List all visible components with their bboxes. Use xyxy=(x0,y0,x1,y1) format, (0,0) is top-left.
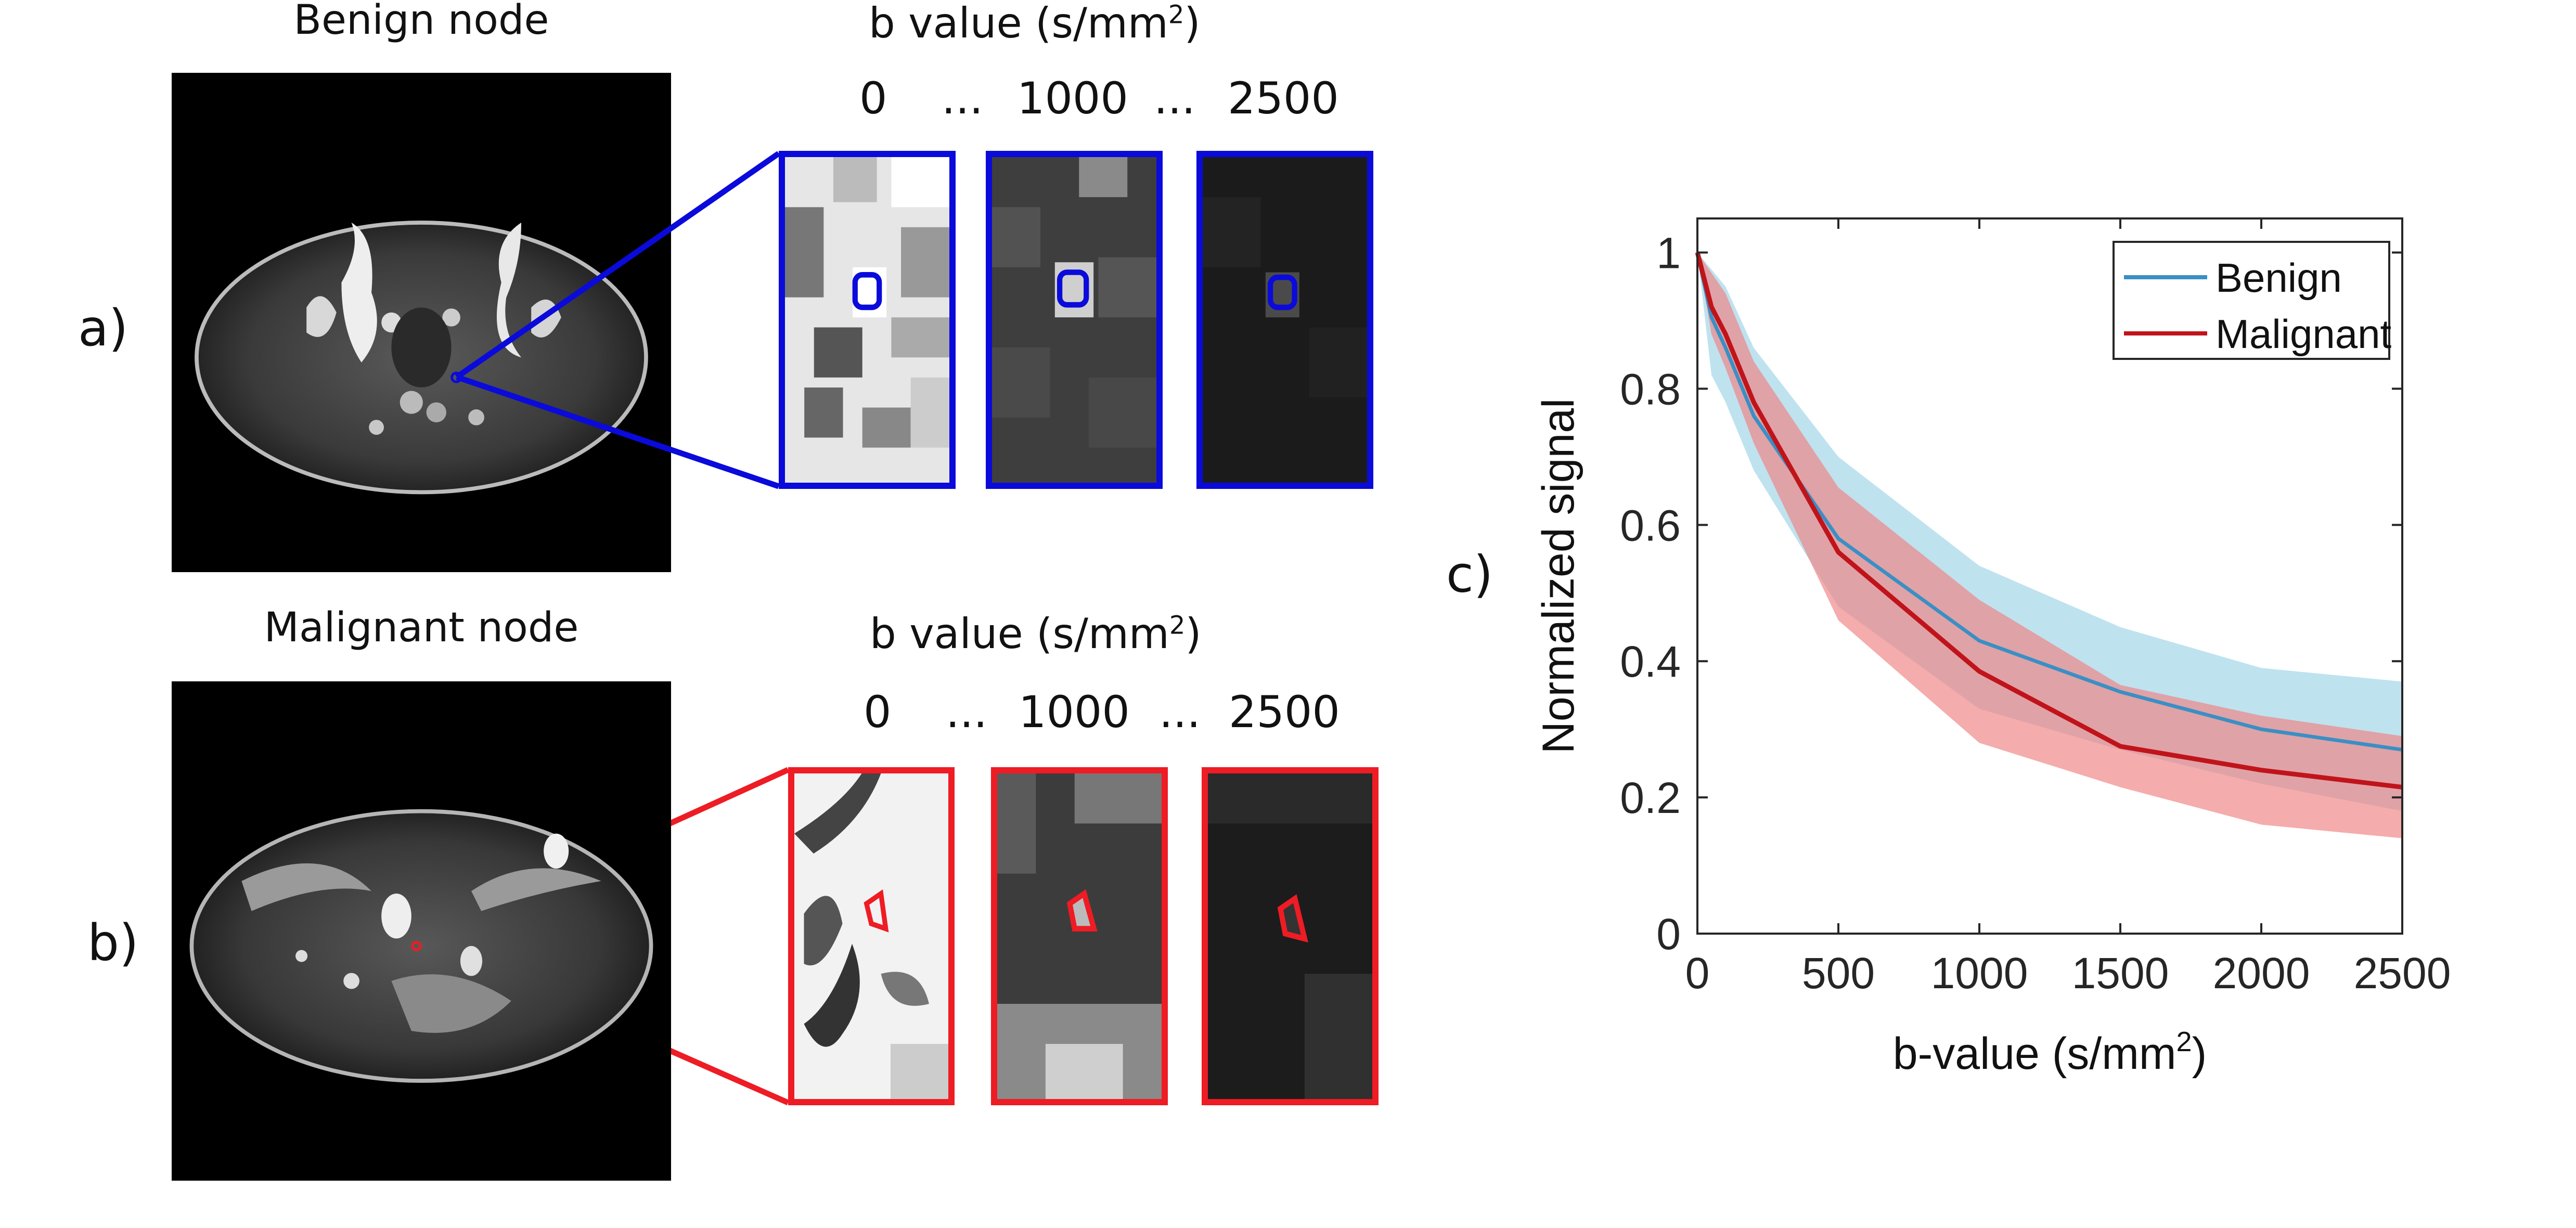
benign-bvalue-ellipsis-2: ... xyxy=(1154,73,1196,124)
legend-label-benign: Benign xyxy=(2216,255,2342,301)
malignant-bvalue-2500: 2500 xyxy=(1229,687,1340,738)
signal-decay-chart: 0 500 1000 1500 2000 2500 0 0.2 0.4 0.6 0.8 1 b-valu… xyxy=(1394,177,2576,1144)
panel-b-label: b) xyxy=(87,914,139,972)
malignant-node-title: Malignant node xyxy=(264,604,579,651)
line-benign xyxy=(1695,252,2403,752)
benign-patch-b0 xyxy=(779,151,956,489)
malignant-node-mri-slice xyxy=(172,681,671,1181)
y-tick-label-1: 0.2 xyxy=(1620,773,1681,822)
x-tick-label-0: 0 xyxy=(1685,949,1710,998)
malignant-bvalue-ellipsis-1: ... xyxy=(946,687,988,738)
benign-bvalue-heading: b value (s/mm2) xyxy=(869,0,1201,47)
band-benign xyxy=(1697,252,2402,811)
benign-node-title: Benign node xyxy=(293,0,549,44)
malignant-bvalue-0: 0 xyxy=(864,687,892,738)
x-axis-label: b-value (s/mm2) xyxy=(1893,1026,2207,1079)
x-tick-label-2000: 2000 xyxy=(2213,949,2310,998)
malignant-bvalue-heading: b value (s/mm2) xyxy=(870,610,1202,658)
line-malignant xyxy=(1695,252,2403,790)
malignant-patch-b2500 xyxy=(1202,767,1379,1105)
y-tick-label-3: 0.6 xyxy=(1620,501,1681,550)
panel-a-label: a) xyxy=(78,299,128,357)
benign-patch-b2500 xyxy=(1196,151,1373,489)
legend-label-malignant: Malignant xyxy=(2216,311,2392,357)
x-tick-label-500: 500 xyxy=(1802,949,1875,998)
x-tick-label-1500: 1500 xyxy=(2072,949,2169,998)
y-tick-label-0: 0 xyxy=(1656,910,1681,959)
malignant-bvalue-1000: 1000 xyxy=(1019,687,1130,738)
legend-box xyxy=(2113,241,2390,360)
panel-c-label: c) xyxy=(1446,546,1493,604)
x-tick-label-2500: 2500 xyxy=(2354,949,2451,998)
y-tick-label-2: 0.4 xyxy=(1620,637,1681,686)
malignant-patch-b0 xyxy=(788,767,955,1105)
x-tick-label-1000: 1000 xyxy=(1931,949,2028,998)
axes-box xyxy=(1696,217,2403,935)
malignant-bvalue-ellipsis-2: ... xyxy=(1159,687,1201,738)
benign-node-mri-slice xyxy=(172,73,671,572)
y-tick-label-5: 1 xyxy=(1656,228,1681,277)
malignant-patch-b1000 xyxy=(991,767,1168,1105)
y-axis-label: Normalized signal xyxy=(1534,398,1583,754)
benign-bvalue-1000: 1000 xyxy=(1017,73,1128,124)
y-tick-label-4: 0.8 xyxy=(1620,365,1681,413)
benign-patch-b1000 xyxy=(986,151,1163,489)
benign-bvalue-2500: 2500 xyxy=(1228,73,1339,124)
benign-bvalue-0: 0 xyxy=(859,73,887,124)
benign-bvalue-ellipsis-1: ... xyxy=(942,73,984,124)
